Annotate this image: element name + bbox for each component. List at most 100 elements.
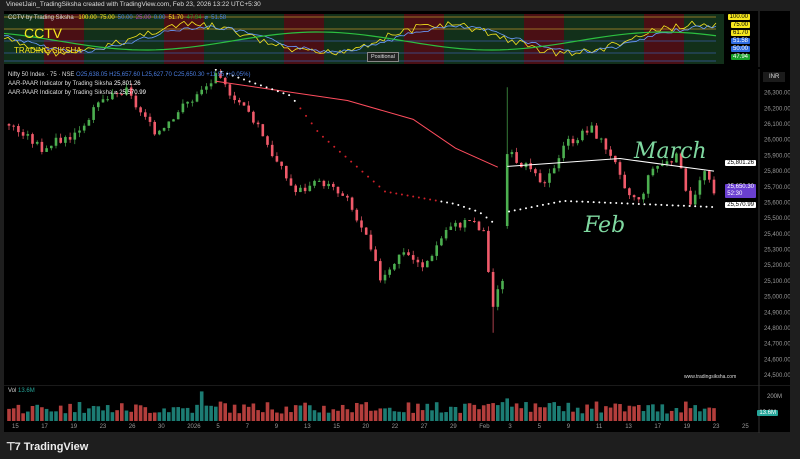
volume-bar: [496, 405, 500, 421]
aar-label-1: AAR-PAAR Indicator by Trading Siksha: [8, 81, 113, 87]
volume-bar: [369, 410, 373, 421]
candle-body: [567, 138, 570, 146]
symbol-legend: Nifty 50 Index · 75 · NSE O25,638.05 H25…: [8, 72, 250, 78]
volume-bar: [336, 410, 340, 421]
aar-legend-1: AAR-PAAR Indicator by Trading Siksha 25,…: [8, 81, 141, 87]
time-tick-label: 26: [128, 424, 136, 430]
candle-body: [73, 132, 77, 140]
volume-bar: [237, 413, 242, 421]
candle-body: [186, 101, 189, 104]
paar-dot: [519, 208, 522, 211]
candle-body: [379, 261, 382, 281]
candle-body: [97, 102, 100, 108]
volume-bar: [115, 410, 119, 421]
volume-bar: [684, 401, 688, 421]
paar-dot: [598, 201, 601, 204]
volume-bar: [364, 402, 368, 421]
volume-bar: [646, 405, 650, 421]
volume-bar: [293, 405, 298, 421]
paar-dot: [333, 145, 336, 148]
oscillator-panel[interactable]: [4, 11, 790, 67]
paar-dot: [626, 202, 629, 205]
paar-dot: [316, 129, 319, 132]
price-panel[interactable]: 26,300.00 26,200.00 26,100.00 26,000.00 25,9…: [4, 69, 790, 387]
candle-body: [449, 226, 453, 230]
chart-caption: VineetJain_TradingSiksha created with Tr…: [6, 1, 261, 8]
time-tick-label: 20: [362, 424, 370, 430]
candle-body: [26, 134, 30, 136]
price-tick-label: 25,300.00: [764, 248, 790, 254]
volume-bar: [21, 413, 25, 421]
candle-body: [256, 122, 260, 125]
time-tick-label: 15: [12, 424, 19, 430]
volume-bar: [397, 411, 401, 421]
currency-label[interactable]: INR: [763, 72, 786, 82]
candle-body: [181, 103, 185, 113]
candle-body: [430, 255, 434, 261]
oscillator-zone: [124, 14, 164, 64]
paar-dot: [321, 135, 324, 138]
time-tick-label: 30: [158, 424, 165, 430]
volume-bar: [54, 411, 58, 421]
paar-price-label: 25,570.99: [725, 202, 756, 208]
price-tick-label: 24,500.00: [764, 373, 790, 379]
volume-bar: [162, 408, 166, 421]
paar-dot: [293, 99, 296, 102]
time-tick-label: 23: [99, 424, 107, 430]
candle-body: [426, 260, 429, 268]
candle-body: [223, 77, 227, 85]
volume-bar: [246, 406, 251, 421]
volume-bar: [7, 408, 11, 421]
volume-bar: [317, 412, 321, 421]
candle-body: [129, 87, 133, 96]
candle-body: [637, 197, 641, 200]
chart-frame[interactable]: 26,300.00 26,200.00 26,100.00 26,000.00 25,9…: [4, 11, 790, 433]
volume-bar: [138, 405, 143, 421]
paar-dot: [412, 195, 415, 198]
aar-legend-2: AAR-PAAR Indicator by Trading Siksha ⌀ 2…: [8, 89, 146, 96]
brand-name: TradingView: [23, 440, 89, 453]
oscillator-axis-label: 100.00: [727, 14, 750, 20]
volume-bar: [167, 412, 171, 421]
candle-body: [176, 112, 180, 120]
oscillator-zone: [444, 14, 484, 64]
paar-dot: [671, 204, 674, 207]
volume-panel[interactable]: [4, 385, 790, 433]
paar-dot: [682, 204, 685, 207]
aar-line-red: [215, 80, 499, 168]
time-tick-label: 9: [566, 424, 571, 430]
candle-body: [31, 134, 34, 144]
candle-body: [374, 249, 377, 262]
volume-bar: [538, 407, 542, 421]
volume-bar: [91, 405, 96, 421]
paar-dot: [581, 200, 584, 203]
volume-bar: [613, 403, 618, 421]
price-tick-label: 26,200.00: [764, 106, 790, 112]
volume-bar: [195, 404, 199, 421]
tradingview-footer[interactable]: ⊤7 TradingView: [6, 440, 89, 454]
candle-body: [115, 92, 119, 94]
candle-body: [134, 95, 138, 108]
volume-bar: [491, 403, 495, 421]
candle-body: [646, 175, 650, 194]
time-tick-label: 5: [216, 424, 220, 430]
candle-body: [599, 138, 603, 140]
paar-dot: [214, 69, 217, 71]
paar-dot: [699, 205, 702, 208]
volume-bar: [11, 408, 16, 421]
candle-body: [440, 238, 443, 246]
candle-body: [693, 194, 697, 205]
volume-bar: [251, 403, 256, 421]
candle-body: [106, 99, 109, 101]
last-price: 25,650.30: [727, 184, 754, 190]
volume-bar: [444, 412, 448, 421]
volume-bar: [449, 406, 453, 421]
candle-body: [308, 185, 312, 192]
volume-bar: [148, 412, 152, 421]
positional-badge[interactable]: Positional: [367, 52, 399, 62]
candle-body: [623, 174, 626, 189]
volume-bar: [472, 404, 477, 421]
oscillator-zone: [524, 14, 564, 64]
aar-value-1: 25,801.26: [113, 81, 141, 87]
aar-value-2: 25,570.99: [119, 90, 146, 96]
